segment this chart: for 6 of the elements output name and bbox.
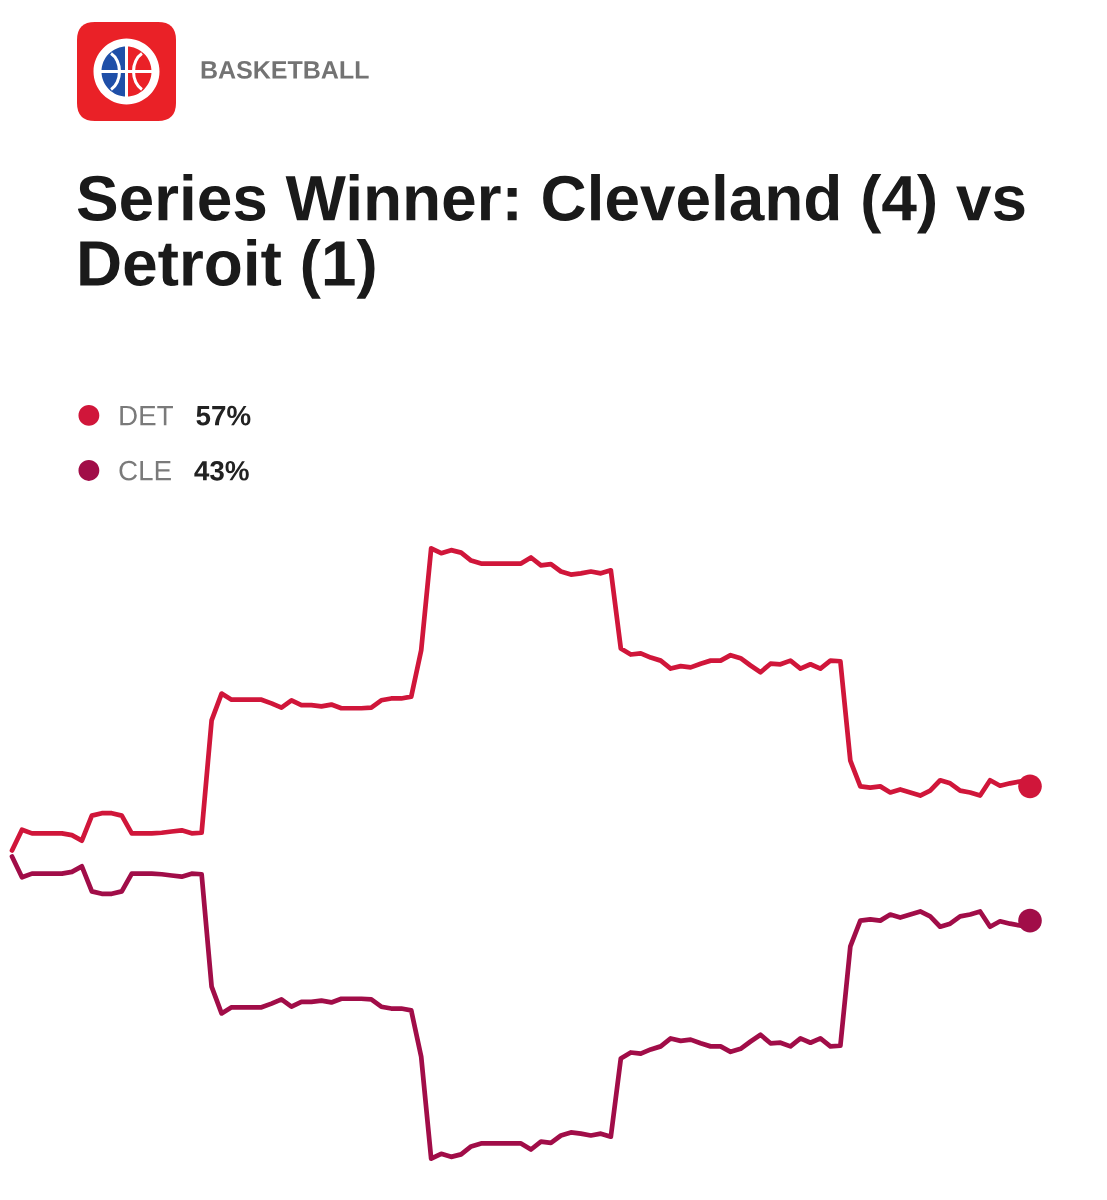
legend-label: CLE [119, 460, 171, 481]
text: 57% [196, 405, 251, 426]
text: 43% [194, 460, 249, 481]
legend-label: DET [120, 406, 173, 426]
chart-title: Series Winner: Cleveland (4) vs Detroit (1) [77, 174, 1025, 299]
chart-subtitle: BASKETBALL [201, 61, 369, 79]
